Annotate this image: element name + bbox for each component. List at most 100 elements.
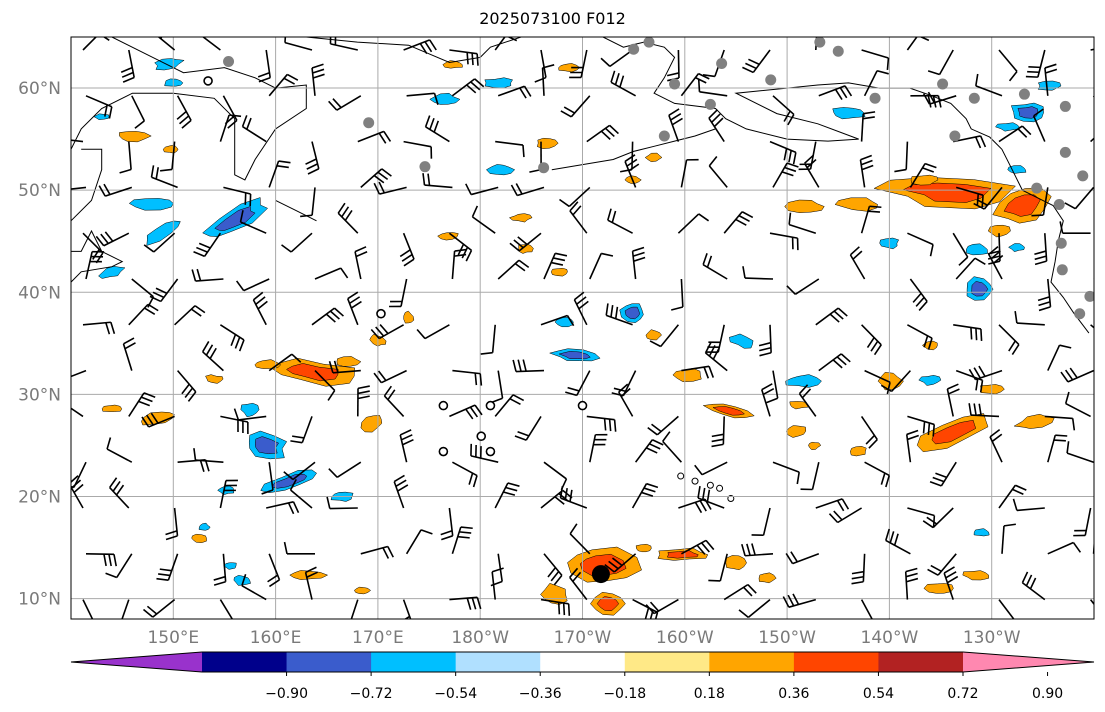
wind-barb (905, 429, 919, 463)
wind-barb (702, 253, 728, 280)
barb-staff (891, 370, 911, 392)
barb-flag (98, 185, 106, 197)
barb-flag (600, 57, 611, 67)
positive-shading (101, 404, 123, 412)
barb-flag (276, 164, 289, 169)
wind-barb (156, 553, 179, 582)
wind-barb (329, 37, 358, 51)
barb-flag (287, 502, 295, 515)
barb-staff (153, 232, 176, 253)
barb-staff (472, 216, 496, 234)
barb-flag (327, 390, 336, 401)
wind-barb (610, 70, 636, 97)
barb-flag (387, 546, 394, 558)
barb-flag (479, 373, 483, 386)
barb-flag (1027, 70, 1040, 74)
barb-flag (191, 269, 197, 282)
barb-flag (53, 371, 60, 381)
wind-barb (681, 539, 715, 555)
wind-barb (697, 79, 728, 97)
barb-flag (429, 39, 437, 51)
wind-barb (618, 383, 634, 417)
wind-barb (1064, 186, 1094, 210)
positive-shading (834, 197, 878, 212)
barb-flag (632, 251, 645, 257)
barb-flag (981, 195, 984, 208)
calm-wind-circle (438, 400, 449, 411)
wind-barb (662, 431, 682, 463)
barb-flag (790, 551, 798, 563)
barb-flag (978, 365, 986, 377)
barb-flag (708, 366, 715, 378)
barb-flag (817, 25, 829, 27)
barb-flag (329, 310, 340, 320)
barb-flag (382, 547, 390, 559)
wind-barb (393, 474, 409, 509)
barb-flag (311, 63, 324, 69)
longitude-label: 150°W (758, 628, 816, 648)
barb-flag (474, 373, 478, 386)
barb-flag (401, 253, 413, 262)
latitude-label: 40°N (18, 283, 61, 303)
wind-barb (909, 278, 928, 311)
wind-barb (589, 433, 608, 463)
barb-flag (782, 596, 790, 608)
wind-barb (491, 567, 504, 600)
wind-barb (540, 598, 571, 616)
barb-flag (121, 71, 134, 78)
barb-flag (1059, 344, 1072, 349)
barb-flag (564, 487, 568, 501)
barb-staff (907, 232, 934, 246)
barb-staff (788, 223, 817, 234)
barb-flag (662, 431, 671, 442)
barb-flag (509, 398, 521, 406)
wind-barb (632, 598, 659, 619)
wind-barb (1001, 523, 1016, 554)
barb-flag (553, 257, 566, 262)
wind-barb (1059, 221, 1091, 235)
station-dot (669, 78, 681, 90)
barb-flag (703, 366, 710, 379)
positive-shading (645, 329, 662, 341)
barb-flag (231, 618, 233, 619)
barb-flag (105, 572, 118, 579)
barb-flag (105, 322, 111, 335)
barb-flag (747, 584, 757, 594)
barb-staff (975, 85, 1003, 97)
barb-flag (337, 625, 349, 626)
barb-flag (993, 254, 1004, 264)
colorbar-segment (793, 652, 879, 672)
barb-flag (71, 475, 79, 484)
negative-shading (255, 436, 279, 455)
barb-flag (332, 98, 342, 109)
barb-flag (557, 602, 561, 615)
wind-barb (907, 324, 933, 350)
positive-shading (725, 555, 747, 571)
wind-barb (647, 415, 679, 436)
barb-flag (283, 77, 295, 85)
barb-flag (84, 620, 93, 627)
barb-flag (762, 387, 775, 396)
wind-barb (470, 443, 499, 463)
barb-staff (240, 221, 267, 234)
wind-barb (772, 162, 799, 188)
wind-barb (894, 141, 909, 173)
barb-staff (82, 599, 94, 619)
barb-staff (171, 141, 176, 170)
barb-flag (924, 162, 937, 169)
barb-flag (844, 85, 853, 97)
barb-flag (894, 168, 907, 173)
negative-shading (98, 266, 126, 279)
barb-flag (958, 256, 969, 266)
barb-flag (468, 472, 474, 485)
barb-flag (880, 384, 893, 393)
barb-flag (54, 126, 55, 138)
wind-barb (1037, 278, 1052, 312)
coastline (71, 37, 307, 181)
barb-flag (758, 341, 771, 347)
positive-shading (141, 411, 175, 426)
wind-barb (512, 359, 545, 373)
barb-flag (291, 353, 302, 363)
barb-staff (811, 462, 820, 490)
barb-flag (912, 292, 922, 303)
